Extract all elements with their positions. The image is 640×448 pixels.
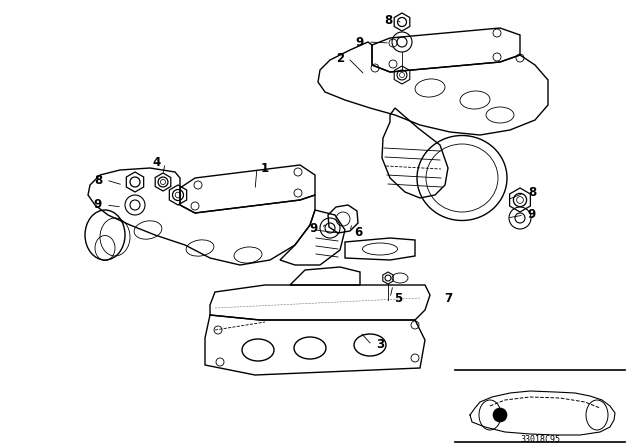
- Text: 9: 9: [309, 221, 317, 234]
- Text: 1: 1: [261, 161, 269, 175]
- Text: 9: 9: [528, 208, 536, 221]
- Text: 3: 3: [376, 339, 384, 352]
- Text: 5: 5: [394, 292, 402, 305]
- Text: 8: 8: [94, 173, 102, 186]
- Text: 6: 6: [354, 225, 362, 238]
- Text: 8: 8: [528, 186, 536, 199]
- Circle shape: [493, 408, 507, 422]
- Text: 8: 8: [384, 13, 392, 26]
- Text: 4: 4: [153, 156, 161, 169]
- Text: 9: 9: [94, 198, 102, 211]
- Text: 9: 9: [356, 35, 364, 48]
- Text: 2: 2: [336, 52, 344, 65]
- Text: 7: 7: [444, 292, 452, 305]
- Text: 33018C95: 33018C95: [520, 435, 560, 444]
